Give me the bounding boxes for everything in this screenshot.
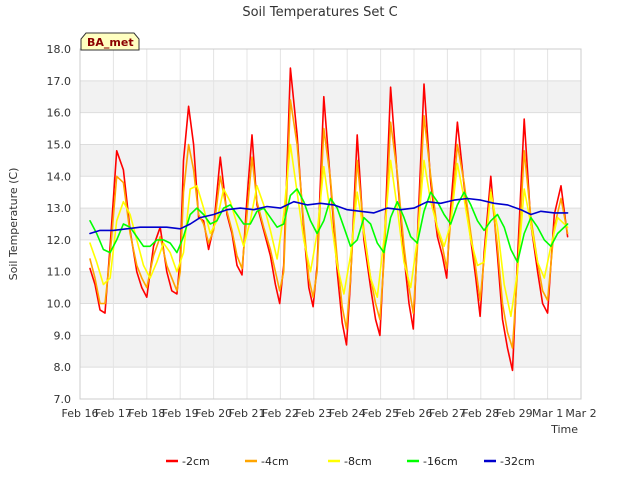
x-tick-label: Feb 17 [95,407,132,420]
x-tick-label: Feb 28 [462,407,499,420]
legend-label: -32cm [500,455,535,468]
plot-band [80,112,581,145]
legend: -2cm -4cm -8cm -16cm -32cm [166,455,535,468]
x-tick-label: Feb 20 [195,407,232,420]
x-tick-label: Feb 22 [262,407,299,420]
x-tick-label: Feb 19 [162,407,199,420]
y-tick-label: 12.0 [47,234,72,247]
x-tick-label: Mar 2 [565,407,596,420]
y-axis-label: Soil Temperature (C) [7,168,20,281]
x-tick-label: Feb 25 [362,407,399,420]
legend-label: -16cm [423,455,458,468]
x-tick-label: Feb 27 [429,407,466,420]
series-lines [89,67,569,372]
series-line-minus-4cm [89,99,569,349]
plot-frame [79,48,582,400]
y-tick-label: 11.0 [47,266,72,279]
plot-band [80,49,581,81]
badge-shape [80,32,140,51]
y-axis-ticks: 7.0 8.0 9.0 10.0 11.0 12.0 13.0 14.0 15.0 16.0 17.… [47,43,72,406]
legend-label: -8cm [344,455,372,468]
plot-band [80,335,581,368]
x-tick-label: Feb 29 [496,407,533,420]
plot-band [80,303,581,336]
y-tick-label: 17.0 [47,75,72,88]
x-tick-label: Feb 26 [396,407,433,420]
series-line-minus-8cm [89,143,569,318]
series-line-minus-16cm [89,188,569,264]
y-tick-label: 16.0 [47,107,72,120]
x-axis-label: Time [550,423,578,436]
legend-label: -4cm [261,455,289,468]
y-tick-label: 9.0 [54,329,72,342]
x-tick-label: Feb 16 [62,407,99,420]
series-line-minus-32cm [89,197,569,235]
chart-title: Soil Temperatures Set C [242,5,397,20]
x-tick-label: Feb 23 [295,407,332,420]
y-tick-label: 18.0 [47,43,72,56]
x-tick-label: Feb 18 [128,407,165,420]
y-tick-label: 14.0 [47,170,72,183]
plot-band [80,271,581,304]
plot-area [80,49,581,399]
y-tick-label: 7.0 [54,393,72,406]
x-tick-label: Feb 21 [229,407,266,420]
plot-band [80,367,581,399]
y-tick-label: 15.0 [47,138,72,151]
badge-label: BA_met [87,36,134,49]
station-badge: BA_met [80,32,140,51]
y-tick-label: 13.0 [47,202,72,215]
y-tick-label: 8.0 [54,361,72,374]
x-tick-label: Feb 24 [329,407,366,420]
x-tick-label: Mar 1 [532,407,563,420]
plot-band [80,144,581,177]
legend-label: -2cm [182,455,210,468]
plot-band [80,80,581,113]
y-tick-label: 10.0 [47,298,72,311]
